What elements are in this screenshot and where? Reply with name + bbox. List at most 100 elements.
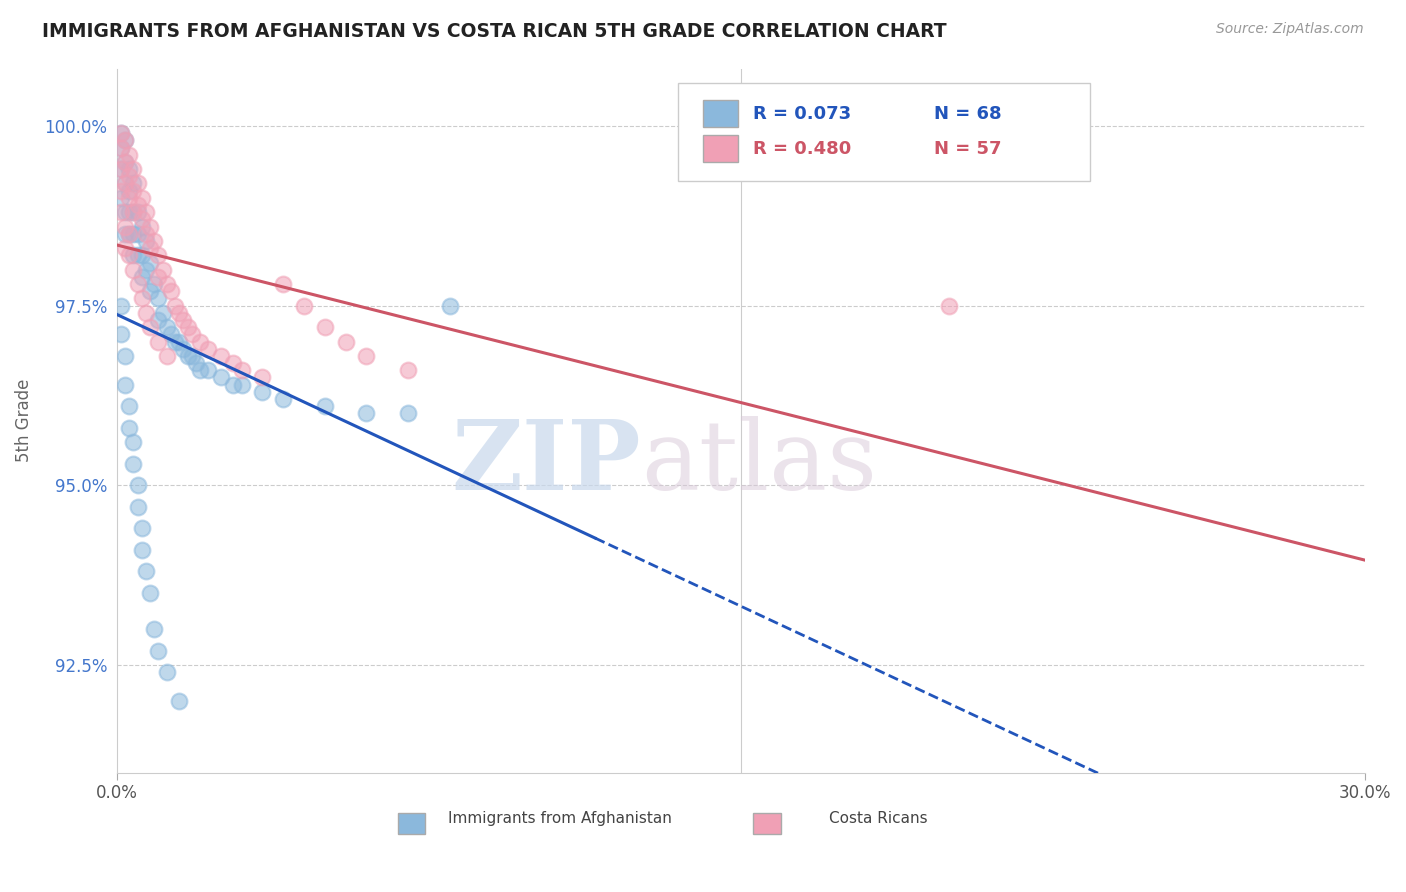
Point <box>188 363 211 377</box>
Point <box>110 140 132 154</box>
Point <box>176 320 198 334</box>
Text: R = 0.480: R = 0.480 <box>754 141 852 159</box>
Point <box>122 184 145 198</box>
Point <box>131 269 153 284</box>
Point <box>209 370 232 384</box>
Point <box>152 262 174 277</box>
Point <box>114 219 136 234</box>
Point <box>131 521 153 535</box>
Point <box>110 126 132 140</box>
Point <box>209 349 232 363</box>
Point <box>148 269 170 284</box>
Point <box>110 162 132 177</box>
FancyBboxPatch shape <box>398 813 425 834</box>
Point <box>135 306 157 320</box>
Point <box>131 292 153 306</box>
Point <box>118 205 141 219</box>
Point <box>356 349 378 363</box>
Point <box>156 277 179 291</box>
Point <box>160 327 183 342</box>
Point <box>143 622 166 636</box>
Point <box>127 277 149 291</box>
Text: Source: ZipAtlas.com: Source: ZipAtlas.com <box>1216 22 1364 37</box>
Point <box>127 198 149 212</box>
Point <box>118 169 141 184</box>
Point <box>122 435 145 450</box>
Text: R = 0.073: R = 0.073 <box>754 105 852 123</box>
Point <box>122 457 145 471</box>
Point <box>180 327 202 342</box>
Point <box>118 227 141 241</box>
Point <box>110 191 132 205</box>
Point <box>122 162 145 177</box>
Point <box>122 205 145 219</box>
Point <box>197 363 219 377</box>
Point <box>231 363 253 377</box>
Point <box>114 349 136 363</box>
Point <box>118 147 141 161</box>
Text: IMMIGRANTS FROM AFGHANISTAN VS COSTA RICAN 5TH GRADE CORRELATION CHART: IMMIGRANTS FROM AFGHANISTAN VS COSTA RIC… <box>42 22 946 41</box>
Point <box>156 349 179 363</box>
Point <box>167 334 190 349</box>
Point <box>271 277 294 291</box>
Point <box>231 377 253 392</box>
Point <box>135 227 157 241</box>
Point <box>118 184 141 198</box>
Point <box>148 313 170 327</box>
Point <box>139 320 162 334</box>
Point <box>122 227 145 241</box>
Point <box>110 205 132 219</box>
Point <box>197 342 219 356</box>
Point <box>114 177 136 191</box>
Point <box>135 234 157 248</box>
Point <box>118 162 141 177</box>
Point <box>118 399 141 413</box>
Point <box>122 205 145 219</box>
Point <box>131 219 153 234</box>
Point <box>135 565 157 579</box>
Text: atlas: atlas <box>641 416 877 510</box>
Point <box>127 500 149 514</box>
Point <box>160 285 183 299</box>
Point <box>127 248 149 262</box>
Point <box>396 363 419 377</box>
Point <box>114 227 136 241</box>
Point <box>139 241 162 255</box>
Point <box>396 406 419 420</box>
Point <box>172 342 194 356</box>
Point <box>165 334 187 349</box>
Point <box>314 399 336 413</box>
Point <box>139 219 162 234</box>
Point <box>184 356 207 370</box>
Point <box>156 320 179 334</box>
Point <box>127 478 149 492</box>
Point <box>271 392 294 406</box>
Point <box>156 665 179 679</box>
Point <box>335 334 357 349</box>
FancyBboxPatch shape <box>679 83 1090 181</box>
Point <box>938 299 960 313</box>
Text: N = 68: N = 68 <box>934 105 1002 123</box>
Point <box>252 370 274 384</box>
Point <box>110 184 132 198</box>
Text: N = 57: N = 57 <box>934 141 1001 159</box>
Point <box>118 248 141 262</box>
Point <box>148 643 170 657</box>
FancyBboxPatch shape <box>703 136 738 162</box>
Point <box>131 248 153 262</box>
Point <box>135 205 157 219</box>
Point <box>439 299 461 313</box>
Point <box>110 162 132 177</box>
Point <box>110 126 132 140</box>
Point <box>131 191 153 205</box>
Point <box>167 306 190 320</box>
Point <box>114 177 136 191</box>
FancyBboxPatch shape <box>754 813 780 834</box>
Point <box>152 306 174 320</box>
Point <box>114 155 136 169</box>
Point <box>222 356 245 370</box>
Point <box>167 694 190 708</box>
Point <box>118 227 141 241</box>
Point <box>292 299 315 313</box>
Point <box>118 421 141 435</box>
